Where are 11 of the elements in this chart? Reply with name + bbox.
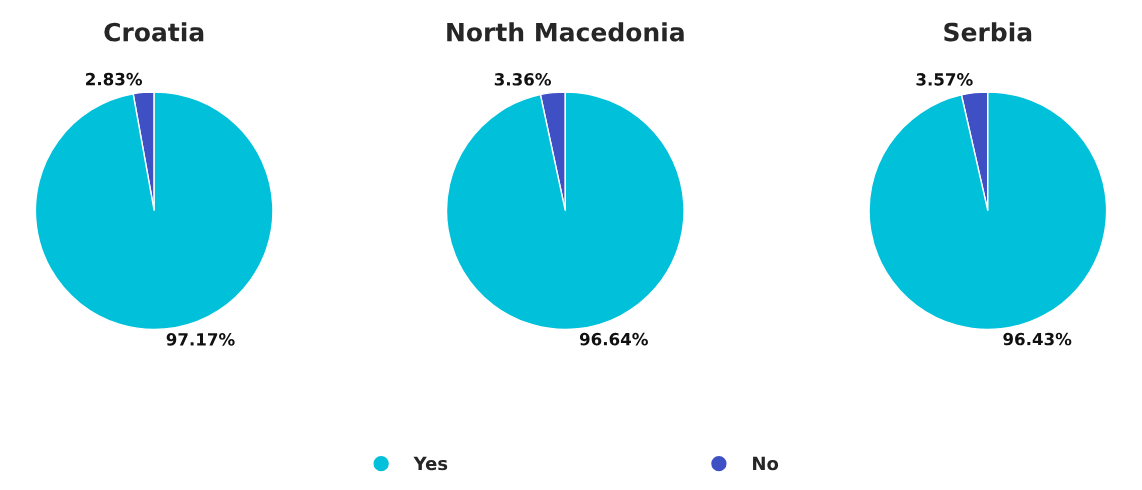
- data-label: 97.17%: [166, 333, 235, 346]
- legend-label: Yes: [413, 456, 448, 471]
- chart-title: Croatia: [104, 22, 204, 42]
- data-label: 96.43%: [1003, 332, 1072, 346]
- data-label: 3.57%: [916, 73, 973, 86]
- data-label: 96.64%: [579, 332, 648, 346]
- data-label: 2.83%: [86, 72, 143, 86]
- data-label: 3.36%: [494, 73, 551, 86]
- legend-label: No: [753, 456, 779, 471]
- chart-title: Serbia: [944, 22, 1032, 42]
- chart-title: North Macedonia: [447, 22, 684, 42]
